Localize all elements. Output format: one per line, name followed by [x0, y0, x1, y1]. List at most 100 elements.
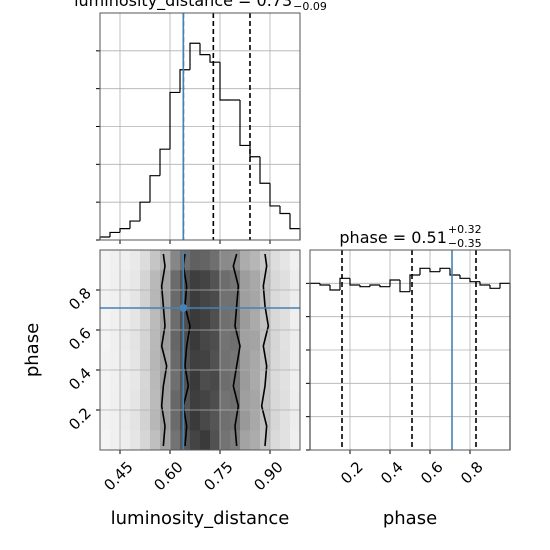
density-cell	[220, 350, 231, 371]
x-tick-label: 0.45	[100, 458, 136, 494]
density-cell	[110, 430, 121, 450]
density-cell	[270, 410, 281, 431]
density-cell	[240, 310, 251, 331]
histogram-step	[379, 285, 390, 288]
histogram-step	[129, 220, 140, 229]
title-upper: +0.32	[448, 223, 482, 236]
density-cell	[200, 310, 211, 331]
density-cell	[270, 430, 281, 450]
histogram-step	[479, 281, 490, 286]
x-axis-label: phase	[383, 508, 437, 529]
density-cell	[210, 350, 221, 371]
density-cell	[240, 370, 251, 391]
density-cell	[290, 270, 300, 291]
density-cell	[150, 250, 161, 271]
density-cell	[170, 430, 181, 450]
histogram-step	[449, 268, 460, 276]
density-cell	[150, 310, 161, 331]
histogram-step	[489, 285, 500, 289]
plot-frame	[309, 249, 511, 451]
histogram-step	[339, 277, 350, 290]
density-cell	[190, 350, 201, 371]
density-cell	[290, 350, 300, 371]
histogram-step	[209, 54, 220, 63]
contour-line	[260, 253, 270, 447]
density-cell	[150, 410, 161, 431]
density-cell	[160, 250, 171, 271]
density-cell	[150, 330, 161, 351]
contour-line	[232, 253, 241, 447]
y-tick-label: 0.8	[65, 284, 95, 314]
histogram-step	[399, 280, 410, 293]
density-cell	[140, 390, 151, 411]
density-cell	[280, 410, 291, 431]
density-cell	[100, 430, 111, 450]
density-cell	[200, 410, 211, 431]
density-cell	[250, 290, 261, 311]
density-cell	[190, 410, 201, 431]
density-cell	[210, 310, 221, 331]
density-cell	[240, 290, 251, 311]
histogram-step	[109, 231, 120, 237]
density-cell	[140, 310, 151, 331]
density-cell	[110, 390, 121, 411]
density-cell	[130, 270, 141, 291]
histogram-step	[319, 283, 330, 286]
density-cell	[260, 310, 271, 331]
density-cell	[200, 330, 211, 351]
density-cell	[270, 270, 281, 291]
density-cell	[120, 370, 131, 391]
density-cell	[290, 430, 300, 450]
histogram-step	[459, 275, 470, 279]
density-cell	[160, 430, 171, 450]
density-cell	[200, 430, 211, 450]
histogram-step	[429, 268, 440, 273]
density-cell	[270, 310, 281, 331]
density-cell	[290, 330, 300, 351]
x-tick-label: 0.4	[377, 458, 407, 488]
density-cell	[250, 330, 261, 351]
density-cell	[130, 370, 141, 391]
density-cell	[190, 330, 201, 351]
density-cell	[270, 250, 281, 271]
density-cell	[100, 250, 111, 271]
density-cell	[130, 350, 141, 371]
histogram-step	[149, 175, 160, 203]
histogram-step	[199, 43, 210, 56]
density-cell	[280, 430, 291, 450]
density-cell	[280, 350, 291, 371]
density-cell	[220, 330, 231, 351]
y-tick-label: 0.2	[65, 404, 95, 434]
density-cell	[220, 250, 231, 271]
density-cell	[170, 390, 181, 411]
density-layer	[100, 250, 300, 450]
density-cell	[140, 250, 151, 271]
x-tick-label: 0.75	[200, 458, 236, 494]
density-cell	[200, 370, 211, 391]
density-cell	[150, 350, 161, 371]
density-cell	[250, 250, 261, 271]
density-cell	[180, 330, 191, 351]
density-cell	[230, 430, 241, 450]
density-cell	[240, 330, 251, 351]
density-cell	[170, 370, 181, 391]
density-cell	[110, 310, 121, 331]
density-cell	[120, 390, 131, 411]
density-cell	[160, 270, 171, 291]
density-cell	[110, 350, 121, 371]
x-tick-label: 0.90	[250, 458, 286, 494]
density-cell	[140, 290, 151, 311]
histogram-step	[389, 279, 400, 287]
density-cell	[230, 270, 241, 291]
density-cell	[250, 310, 261, 331]
density-cell	[110, 270, 121, 291]
density-cell	[210, 250, 221, 271]
density-cell	[210, 410, 221, 431]
density-cell	[280, 290, 291, 311]
histogram-step	[139, 201, 150, 222]
density-cell	[210, 390, 221, 411]
density-cell	[290, 290, 300, 311]
density-cell	[160, 290, 171, 311]
title-lower: −0.09	[293, 0, 327, 13]
